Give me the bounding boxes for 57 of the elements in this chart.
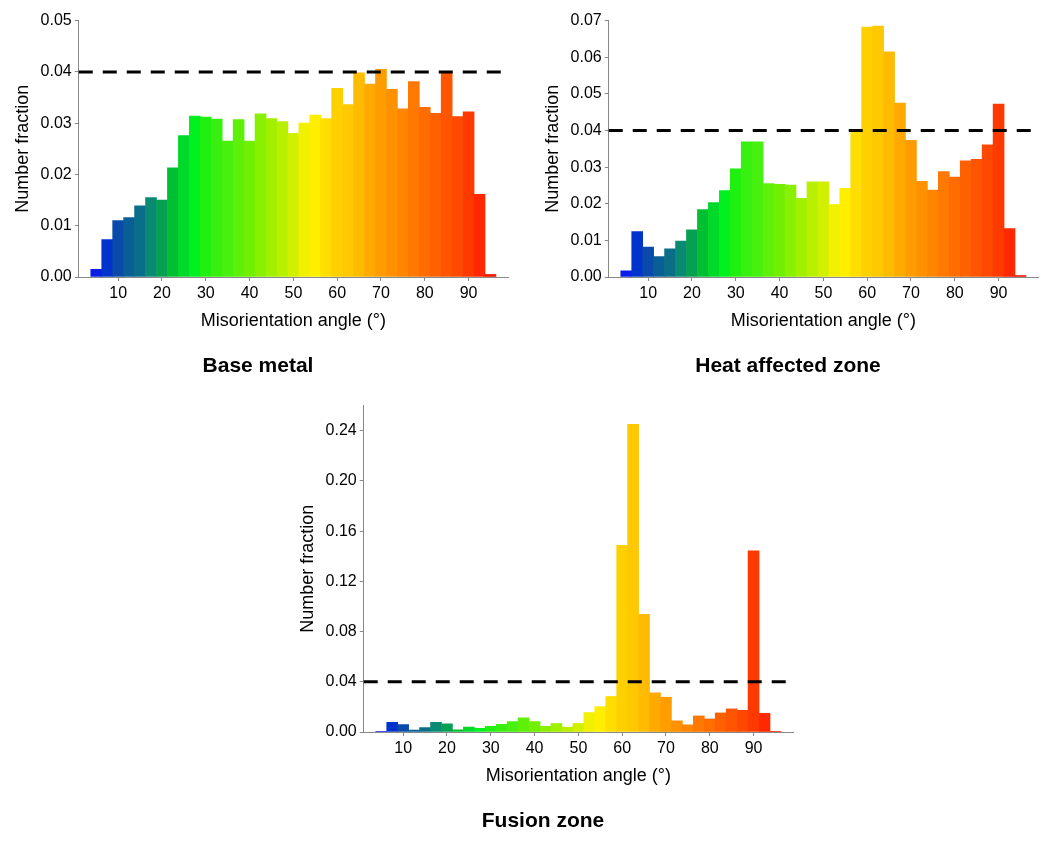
x-tick-label: 90 xyxy=(459,284,478,302)
y-tick-label: 0.08 xyxy=(325,621,357,639)
x-tick-label: 80 xyxy=(415,284,434,302)
x-tick-label: 60 xyxy=(328,284,347,302)
y-tick-label: 0.00 xyxy=(40,267,72,285)
x-tick-label: 60 xyxy=(613,739,632,757)
y-tick-label: 0.01 xyxy=(570,230,602,248)
y-tick-label: 0.20 xyxy=(325,471,357,489)
y-tick-label: 0.12 xyxy=(325,571,357,589)
text: Heat affected zone xyxy=(695,353,881,377)
y-axis-title: Number fraction xyxy=(296,504,317,633)
x-tick-label: 10 xyxy=(394,739,413,757)
y-tick-label: 0.00 xyxy=(570,267,602,285)
x-tick-label: 40 xyxy=(770,284,789,302)
text: Base metal xyxy=(202,353,314,377)
y-tick-label: 0.04 xyxy=(325,672,357,690)
x-tick-label: 80 xyxy=(700,739,719,757)
x-tick-label: 20 xyxy=(153,284,171,302)
x-tick-label: 30 xyxy=(196,284,215,302)
y-axis-title: Number fraction xyxy=(11,84,32,213)
text: Fusion zone xyxy=(481,808,605,832)
x-tick-label: 70 xyxy=(902,284,920,302)
x-tick-label: 20 xyxy=(438,739,456,757)
y-tick-label: 0.04 xyxy=(570,120,602,138)
x-tick-label: 10 xyxy=(639,284,658,302)
y-tick-label: 0.03 xyxy=(570,157,602,175)
x-tick-label: 40 xyxy=(240,284,259,302)
y-tick-label: 0.05 xyxy=(40,11,72,29)
x-tick-label: 90 xyxy=(989,284,1008,302)
x-tick-label: 70 xyxy=(657,739,675,757)
x-tick-label: 80 xyxy=(945,284,964,302)
x-axis-title: Misorientation angle (°) xyxy=(730,309,917,330)
y-tick-label: 0.03 xyxy=(40,113,72,131)
x-tick-label: 30 xyxy=(481,739,500,757)
y-tick-label: 0.07 xyxy=(570,11,602,29)
x-tick-label: 70 xyxy=(372,284,390,302)
y-tick-label: 0.01 xyxy=(40,216,72,234)
y-tick-label: 0.05 xyxy=(570,84,602,102)
y-axis-title: Number fraction xyxy=(541,84,562,213)
x-tick-label: 60 xyxy=(858,284,877,302)
y-tick-label: 0.00 xyxy=(325,722,357,740)
y-tick-label: 0.06 xyxy=(570,47,602,65)
y-tick-label: 0.24 xyxy=(325,421,357,439)
y-tick-label: 0.16 xyxy=(325,521,357,539)
x-tick-label: 30 xyxy=(726,284,745,302)
x-tick-label: 10 xyxy=(109,284,128,302)
x-tick-label: 50 xyxy=(284,284,303,302)
y-tick-label: 0.02 xyxy=(570,194,602,212)
x-tick-label: 90 xyxy=(744,739,763,757)
y-tick-label: 0.02 xyxy=(40,164,72,182)
y-tick-label: 0.04 xyxy=(40,62,72,80)
x-tick-label: 50 xyxy=(814,284,833,302)
x-axis-title: Misorientation angle (°) xyxy=(200,309,387,330)
x-tick-label: 40 xyxy=(525,739,544,757)
x-tick-label: 50 xyxy=(569,739,588,757)
x-tick-label: 20 xyxy=(683,284,701,302)
x-axis-title: Misorientation angle (°) xyxy=(485,764,672,785)
